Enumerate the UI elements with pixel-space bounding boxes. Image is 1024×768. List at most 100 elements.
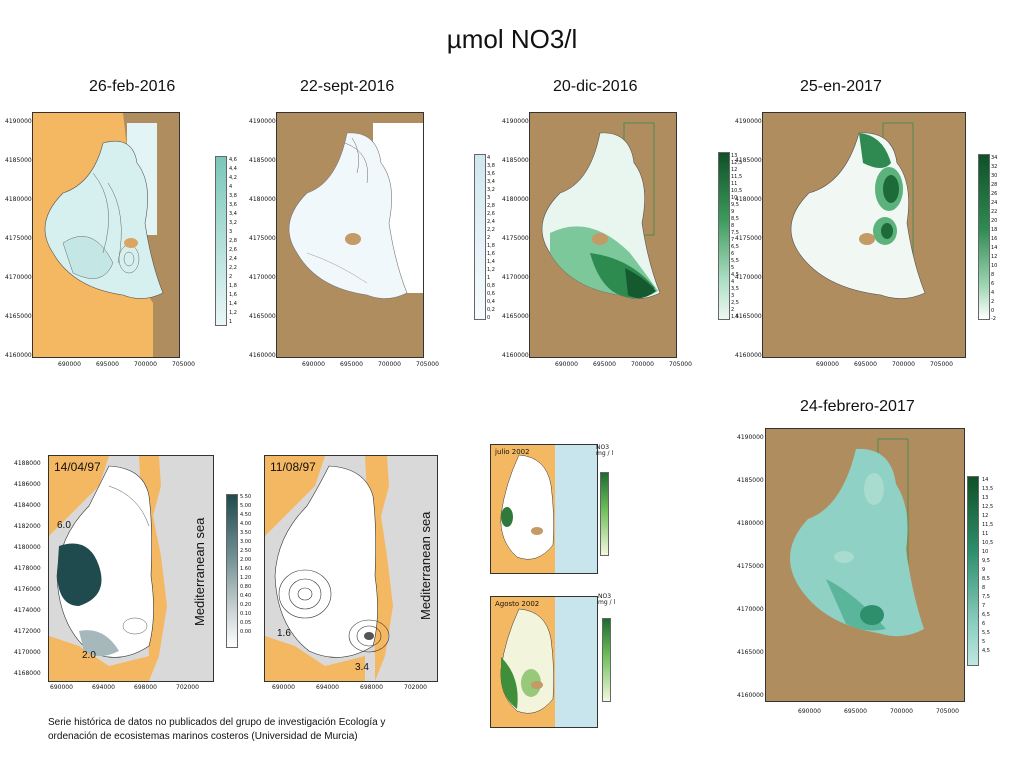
ytick: 4182000 (14, 523, 41, 530)
colorbar-label: 1.20 (240, 575, 252, 581)
ytick: 4160000 (249, 352, 276, 359)
ytick: 4165000 (249, 313, 276, 320)
colorbar-label: 9,5 (982, 558, 990, 564)
colorbar-label: 8,5 (731, 216, 739, 222)
colorbar-label: 2 (229, 274, 233, 280)
sea-label: Mediterranean sea (192, 517, 207, 626)
map-2002-july (490, 444, 598, 574)
colorbar-label: 13 (731, 153, 738, 159)
colorbar-label: 20 (991, 218, 998, 224)
ytick: 4180000 (735, 196, 762, 203)
xtick: 695000 (844, 708, 867, 715)
colorbar-label: 1,6 (229, 292, 237, 298)
colorbar-label: 10,5 (731, 188, 743, 194)
map-1997-april (48, 455, 214, 682)
unit-label: NO3 mg / l (596, 444, 614, 457)
colorbar-label: 1 (487, 275, 491, 281)
colorbar-label: 7 (982, 603, 986, 609)
colorbar-label: 3,8 (229, 193, 237, 199)
xtick: 700000 (134, 361, 157, 368)
colorbar-aug2002 (602, 618, 611, 702)
colorbar-label: 7 (731, 237, 735, 243)
colorbar-label: 0 (487, 315, 491, 321)
colorbar-label: 14 (991, 245, 998, 251)
ytick: 4185000 (502, 157, 529, 164)
colorbar-label: 2.00 (240, 557, 252, 563)
xtick: 695000 (340, 361, 363, 368)
colorbar-label: 3,6 (487, 171, 495, 177)
ytick: 4185000 (737, 477, 764, 484)
colorbar-label: 2 (731, 307, 735, 313)
ytick: 4170000 (737, 606, 764, 613)
colorbar-label: 0.20 (240, 602, 252, 608)
map-date-feb2016: 26-feb-2016 (89, 78, 176, 95)
xtick: 690000 (816, 361, 839, 368)
colorbar-label: 16 (991, 236, 998, 242)
xtick: 694000 (316, 684, 339, 691)
colorbar-label: 10,5 (982, 540, 994, 546)
ytick: 4176000 (14, 586, 41, 593)
colorbar-label: 3,6 (229, 202, 237, 208)
colorbar-label: 1,8 (229, 283, 237, 289)
ytick: 4160000 (5, 352, 32, 359)
colorbar-label: 4,5 (982, 648, 990, 654)
xtick: 705000 (936, 708, 959, 715)
colorbar-label: 3,4 (487, 179, 495, 185)
map-feb2017 (765, 428, 965, 702)
colorbar-label: 4.50 (240, 512, 252, 518)
xtick: 695000 (854, 361, 877, 368)
colorbar-label: 11 (731, 181, 738, 187)
colorbar-label: 6,5 (731, 244, 739, 250)
ytick: 4188000 (14, 460, 41, 467)
colorbar-label: 0.05 (240, 620, 252, 626)
sea-label: Mediterranean sea (418, 511, 433, 620)
xtick: 690000 (798, 708, 821, 715)
map-dic2016 (529, 112, 677, 358)
map-sept2016 (276, 112, 424, 358)
colorbar-label: 2,8 (487, 203, 495, 209)
ytick: 4165000 (5, 313, 32, 320)
ytick: 4174000 (14, 607, 41, 614)
map-en2017 (762, 112, 966, 358)
colorbar-label: 4.00 (240, 521, 252, 527)
ytick: 4175000 (737, 563, 764, 570)
ytick: 4165000 (735, 313, 762, 320)
colorbar-label: 1 (229, 319, 233, 325)
map-date-dic2016: 20-dic-2016 (553, 78, 638, 95)
ytick: 4180000 (5, 196, 32, 203)
colorbar-label: 4,5 (731, 272, 739, 278)
colorbar-label: 12 (731, 167, 738, 173)
ytick: 4185000 (249, 157, 276, 164)
colorbar-label: 2.50 (240, 548, 252, 554)
ytick: 4175000 (502, 235, 529, 242)
colorbar-label: 18 (991, 227, 998, 233)
ytick: 4165000 (737, 649, 764, 656)
ytick: 4180000 (737, 520, 764, 527)
ytick: 4180000 (249, 196, 276, 203)
colorbar-label: 9,5 (731, 202, 739, 208)
colorbar-label: 1,5 (731, 314, 739, 320)
xtick: 690000 (272, 684, 295, 691)
xtick: 705000 (172, 361, 195, 368)
ytick: 4185000 (5, 157, 32, 164)
xtick: 690000 (302, 361, 325, 368)
colorbar-label: 8 (731, 223, 735, 229)
xtick: 695000 (96, 361, 119, 368)
map-2002-august (490, 596, 598, 728)
colorbar-label: 2,4 (229, 256, 237, 262)
colorbar-label: 5.50 (240, 494, 252, 500)
footnote: Serie histórica de datos no publicados d… (48, 717, 386, 742)
colorbar-label: 26 (991, 191, 998, 197)
colorbar-label: 0,8 (487, 283, 495, 289)
colorbar-label: 12 (991, 254, 998, 260)
colorbar-label: 4 (731, 279, 735, 285)
colorbar-label: 4 (991, 290, 995, 296)
colorbar-label: 7,5 (982, 594, 990, 600)
ytick: 4184000 (14, 502, 41, 509)
xtick: 698000 (134, 684, 157, 691)
ytick: 4160000 (502, 352, 529, 359)
colorbar-feb2017 (967, 476, 979, 666)
colorbar-label: 4 (487, 155, 491, 161)
colorbar-label: 0,4 (487, 299, 495, 305)
colorbar-label: 32 (991, 164, 998, 170)
